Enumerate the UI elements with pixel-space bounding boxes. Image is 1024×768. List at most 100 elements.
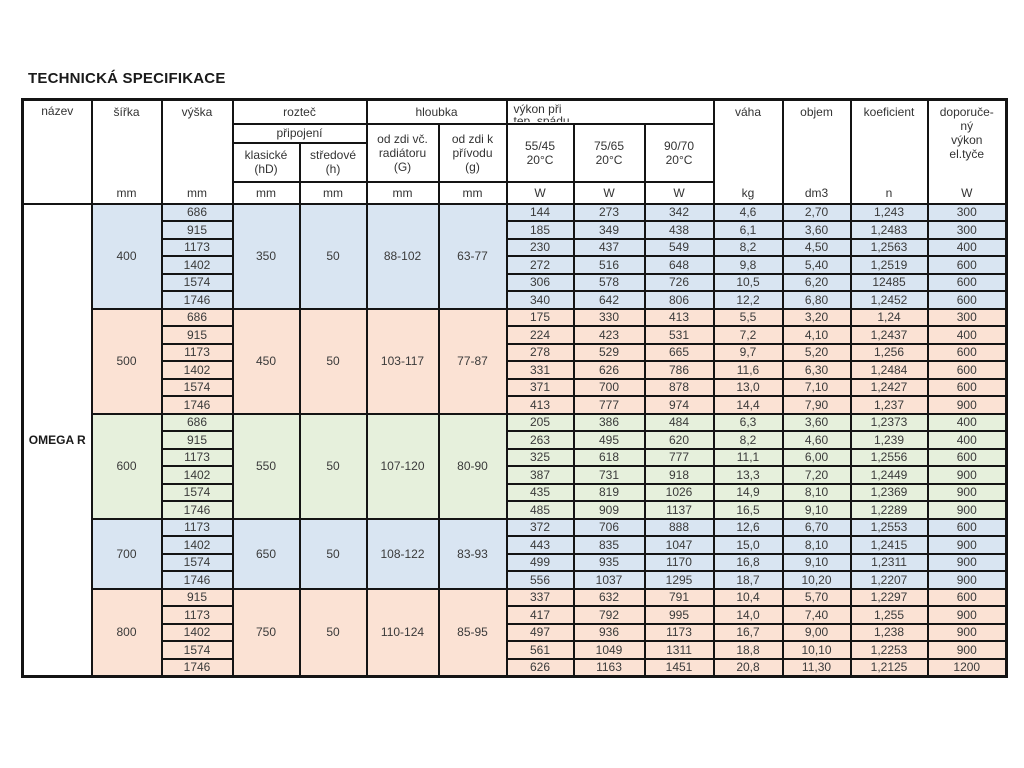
el-rod-power-cell: 900	[926, 465, 1008, 485]
power-90-70-cell: 1311	[643, 640, 715, 660]
power-55-45-cell: 497	[505, 622, 575, 642]
weight-cell: 18,8	[712, 640, 784, 660]
volume-cell: 4,50	[781, 237, 852, 257]
volume-cell: 3,60	[781, 220, 852, 240]
unit-mm: mm	[298, 180, 368, 205]
coefficient-cell: 1,237	[849, 395, 929, 415]
spec-row: 500 686 450 50 103-117 77-87 175 330 413 5,5 3,20 1…	[23, 307, 1008, 415]
col-header-klasicke: klasické (hD)	[231, 141, 301, 183]
depth-g-cell: 80-90	[437, 412, 508, 520]
power-55-45-cell: 556	[505, 570, 575, 590]
col-header-temp-90-70: 90/70 20°C	[643, 122, 715, 183]
power-90-70-cell: 786	[643, 360, 715, 380]
power-90-70-cell: 1451	[643, 657, 715, 677]
col-header-temp-55-45: 55/45 20°C	[505, 122, 575, 183]
el-rod-power-cell: 300	[926, 307, 1008, 327]
depth-g-cell: 77-87	[437, 307, 508, 415]
weight-cell: 10,4	[712, 587, 784, 607]
width-cell: 500	[90, 307, 163, 415]
col-header-od-zdi-k: od zdi k přívodu (g)	[437, 122, 508, 183]
spec-row: 1746 626 1163 1451 20,8 11,30 1,2125 1200	[23, 657, 1008, 677]
page-title: TECHNICKÁ SPECIFIKACE	[28, 70, 226, 87]
height-cell: 1574	[160, 640, 234, 660]
volume-cell: 4,60	[781, 430, 852, 450]
depth-G-cell: 107-120	[365, 412, 440, 520]
coefficient-cell: 1,256	[849, 342, 929, 362]
power-75-65-cell: 632	[572, 587, 646, 607]
weight-cell: 11,1	[712, 447, 784, 467]
el-rod-power-cell: 400	[926, 412, 1008, 432]
power-90-70-cell: 878	[643, 377, 715, 397]
el-rod-power-cell: 400	[926, 237, 1008, 257]
power-55-45-cell: 485	[505, 500, 575, 520]
power-75-65-cell: 706	[572, 517, 646, 537]
power-90-70-cell: 438	[643, 220, 715, 240]
weight-cell: 10,5	[712, 272, 784, 292]
pitch-central-cell: 50	[298, 517, 368, 590]
power-90-70-cell: 665	[643, 342, 715, 362]
spec-row: 1173 230 437 549 8,2 4,50 1,2563 400	[23, 237, 1008, 257]
spec-row: 1402 387 731 918 13,3 7,20 1,2449 900	[23, 465, 1008, 485]
volume-cell: 5,70	[781, 587, 852, 607]
volume-cell: 3,60	[781, 412, 852, 432]
unit-W: W	[961, 185, 973, 200]
height-cell: 1574	[160, 552, 234, 572]
height-cell: 1746	[160, 657, 234, 677]
coefficient-cell: 1,239	[849, 430, 929, 450]
volume-cell: 6,30	[781, 360, 852, 380]
weight-cell: 4,6	[712, 202, 784, 222]
spec-row: 1402 497 936 1173 16,7 9,00 1,238 900	[23, 622, 1008, 642]
power-90-70-cell: 995	[643, 605, 715, 625]
el-rod-power-cell: 600	[926, 587, 1008, 607]
power-90-70-cell: 791	[643, 587, 715, 607]
unit-mm: mm	[187, 185, 207, 200]
product-name: OMEGA R	[21, 202, 93, 677]
volume-cell: 11,30	[781, 657, 852, 677]
weight-cell: 6,1	[712, 220, 784, 240]
power-55-45-cell: 230	[505, 237, 575, 257]
coefficient-cell: 1,2207	[849, 570, 929, 590]
col-header-temp-75-65: 75/65 20°C	[572, 122, 646, 183]
height-cell: 1402	[160, 360, 234, 380]
power-55-45-cell: 263	[505, 430, 575, 450]
power-75-65-cell: 618	[572, 447, 646, 467]
weight-cell: 6,3	[712, 412, 784, 432]
power-55-45-cell: 175	[505, 307, 575, 327]
power-75-65-cell: 273	[572, 202, 646, 222]
height-cell: 686	[160, 202, 234, 222]
power-90-70-cell: 648	[643, 255, 715, 275]
pitch-central-cell: 50	[298, 202, 368, 310]
spec-row: 1574 371 700 878 13,0 7,10 1,2427 600	[23, 377, 1008, 397]
width-cell: 800	[90, 587, 163, 677]
depth-G-cell: 108-122	[365, 517, 440, 590]
power-90-70-cell: 1173	[643, 622, 715, 642]
depth-g-cell: 83-93	[437, 517, 508, 590]
spec-row: 1574 499 935 1170 16,8 9,10 1,2311 900	[23, 552, 1008, 572]
coefficient-cell: 1,2483	[849, 220, 929, 240]
height-cell: 1173	[160, 447, 234, 467]
power-55-45-cell: 331	[505, 360, 575, 380]
spec-row: 1746 413 777 974 14,4 7,90 1,237 900	[23, 395, 1008, 415]
el-rod-power-cell: 600	[926, 447, 1008, 467]
spec-row: OMEGA R 400 686 350 50 88-102 63-77 144 273 342 4,…	[21, 202, 1008, 677]
power-75-65-cell: 529	[572, 342, 646, 362]
spec-row: 915 185 349 438 6,1 3,60 1,2483 300	[23, 220, 1008, 240]
el-rod-power-cell: 900	[926, 482, 1008, 502]
volume-cell: 5,40	[781, 255, 852, 275]
coefficient-cell: 1,2484	[849, 360, 929, 380]
power-90-70-cell: 484	[643, 412, 715, 432]
spec-row: 1402 272 516 648 9,8 5,40 1,2519 600	[23, 255, 1008, 275]
power-90-70-cell: 1026	[643, 482, 715, 502]
power-75-65-cell: 819	[572, 482, 646, 502]
height-cell: 1746	[160, 500, 234, 520]
col-header-koeficient: koeficient n	[849, 98, 929, 205]
depth-G-cell: 103-117	[365, 307, 440, 415]
volume-cell: 6,70	[781, 517, 852, 537]
unit-W: W	[643, 180, 715, 205]
weight-cell: 5,5	[712, 307, 784, 327]
coefficient-cell: 1,2311	[849, 552, 929, 572]
power-75-65-cell: 423	[572, 325, 646, 345]
spec-row: 915 224 423 531 7,2 4,10 1,2437 400	[23, 325, 1008, 345]
spec-row: 1746 340 642 806 12,2 6,80 1,2452 600	[23, 290, 1008, 310]
col-header-od-zdi-vc: od zdi vč. radiátoru (G)	[365, 122, 440, 183]
